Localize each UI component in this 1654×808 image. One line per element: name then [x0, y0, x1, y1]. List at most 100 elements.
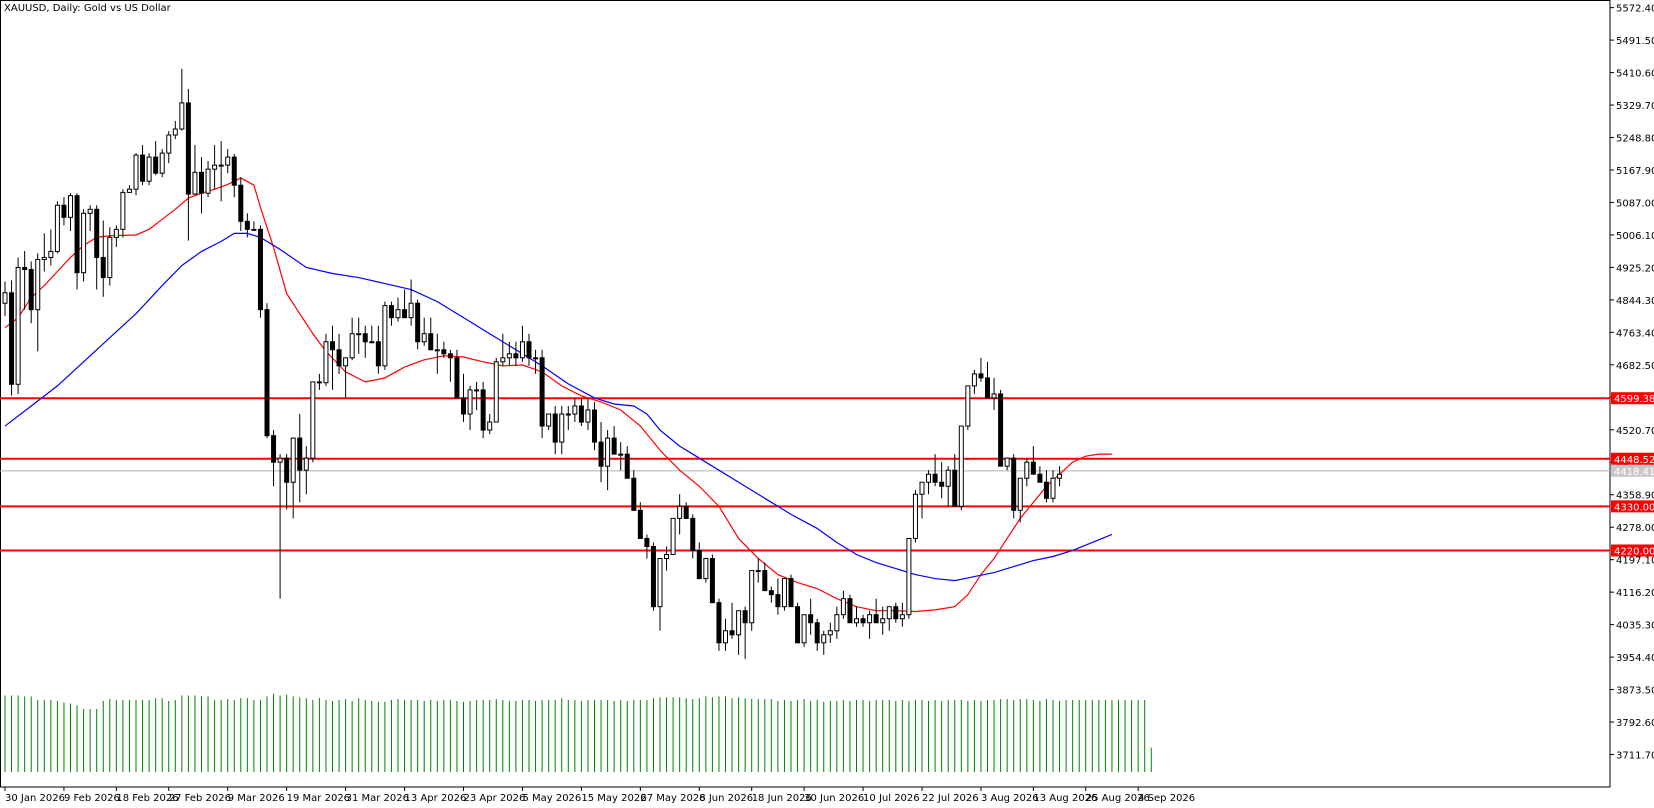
candlestick	[808, 598, 814, 635]
candlestick	[74, 193, 80, 290]
y-tick-label: 3954.40	[1616, 653, 1654, 664]
candle-body-bull	[15, 266, 21, 385]
candle-body-bull	[605, 437, 611, 467]
candlestick	[199, 157, 204, 214]
candle-body-bear	[808, 614, 814, 624]
candlestick	[840, 590, 846, 619]
candlestick	[415, 299, 421, 350]
candlestick	[519, 325, 525, 362]
candle-body-bear	[74, 195, 80, 274]
candle-body-bull	[251, 228, 257, 231]
candle-body-bull	[664, 554, 670, 560]
candlestick	[500, 333, 506, 366]
candle-body-bull	[559, 413, 565, 443]
candlestick	[592, 401, 597, 451]
candlestick	[768, 586, 774, 603]
candle-body-bull	[434, 349, 440, 352]
candlestick	[153, 141, 159, 176]
candle-body-bull	[945, 469, 951, 487]
y-tick-label: 5167.90	[1616, 166, 1654, 177]
candlestick	[303, 446, 309, 495]
candlestick	[657, 558, 663, 631]
candlestick	[578, 397, 584, 427]
candle-body-bear	[257, 228, 263, 311]
candle-body-bear	[297, 437, 303, 471]
candlestick	[552, 405, 558, 455]
candlestick	[1050, 470, 1056, 503]
candlestick	[899, 602, 905, 627]
y-tick-label: 4116.20	[1616, 588, 1654, 599]
x-tick-label: 3 Aug 2026	[981, 793, 1039, 804]
candle-body-bull	[546, 413, 552, 427]
candlestick	[624, 446, 630, 479]
current-price-box	[1611, 464, 1654, 477]
candle-body-bear	[9, 292, 15, 385]
candle-body-bear	[231, 156, 237, 186]
candlestick	[650, 542, 656, 611]
candlestick	[323, 333, 329, 386]
y-tick-label: 5087.00	[1616, 198, 1654, 209]
level-price-label: 4220.00	[1614, 546, 1654, 557]
y-tick-label: 4278.00	[1616, 523, 1654, 534]
candlestick	[395, 297, 401, 322]
candlestick	[572, 397, 578, 423]
candlestick	[172, 120, 178, 140]
candle-body-bull	[834, 614, 840, 632]
candlestick	[703, 558, 709, 583]
candle-body-bull	[965, 385, 971, 427]
candlestick	[48, 229, 54, 266]
candlestick	[68, 193, 73, 231]
candle-body-bear	[893, 606, 899, 620]
candle-body-bull	[1050, 477, 1056, 499]
candlestick	[723, 618, 728, 651]
candlestick	[205, 161, 211, 198]
candlestick	[61, 197, 67, 226]
candlestick	[434, 333, 440, 374]
y-tick-label: 3711.70	[1616, 751, 1654, 762]
candlestick	[585, 397, 591, 431]
candle-body-bull	[1017, 477, 1023, 511]
candlestick	[611, 426, 617, 455]
candle-body-bear	[513, 353, 519, 359]
candlestick	[388, 301, 394, 326]
candlestick	[185, 88, 191, 241]
candle-body-bear	[932, 473, 938, 483]
candlestick	[814, 618, 820, 651]
candlestick	[113, 225, 119, 248]
candle-body-bear	[742, 610, 748, 624]
candlestick	[264, 303, 270, 439]
candlestick	[716, 598, 722, 651]
candle-body-bear	[709, 558, 715, 604]
candlestick	[775, 578, 781, 615]
candlestick	[847, 594, 853, 624]
candlestick	[670, 517, 676, 556]
candlestick	[277, 454, 283, 599]
x-tick-label: 9 Mar 2026	[228, 793, 285, 804]
candle-body-bull	[172, 128, 178, 136]
candle-body-bear	[637, 509, 643, 539]
candle-body-bear	[650, 545, 656, 608]
candle-body-bear	[415, 302, 421, 343]
candle-body-bear	[860, 618, 866, 624]
y-tick-label: 4763.40	[1616, 328, 1654, 339]
candle-body-bull	[87, 208, 93, 214]
y-tick-label: 4197.10	[1616, 556, 1654, 567]
candlestick	[107, 227, 113, 286]
x-tick-label: 22 Jul 2026	[922, 793, 979, 804]
candlestick	[958, 425, 964, 511]
candlestick	[749, 570, 755, 631]
candlestick	[1043, 470, 1049, 503]
y-tick-label: 3873.50	[1616, 686, 1654, 697]
candle-body-bull	[408, 302, 414, 319]
candlestick	[375, 325, 381, 374]
candle-body-bull	[1004, 457, 1010, 467]
candle-body-bull	[840, 598, 846, 616]
candlestick	[696, 542, 702, 580]
candle-body-bull	[572, 405, 578, 415]
candle-body-bear	[683, 505, 689, 519]
candle-body-bull	[323, 341, 329, 384]
candle-body-bear	[336, 349, 342, 367]
candle-body-bull	[421, 333, 427, 343]
candle-body-bear	[631, 477, 637, 511]
candlestick	[677, 494, 683, 535]
